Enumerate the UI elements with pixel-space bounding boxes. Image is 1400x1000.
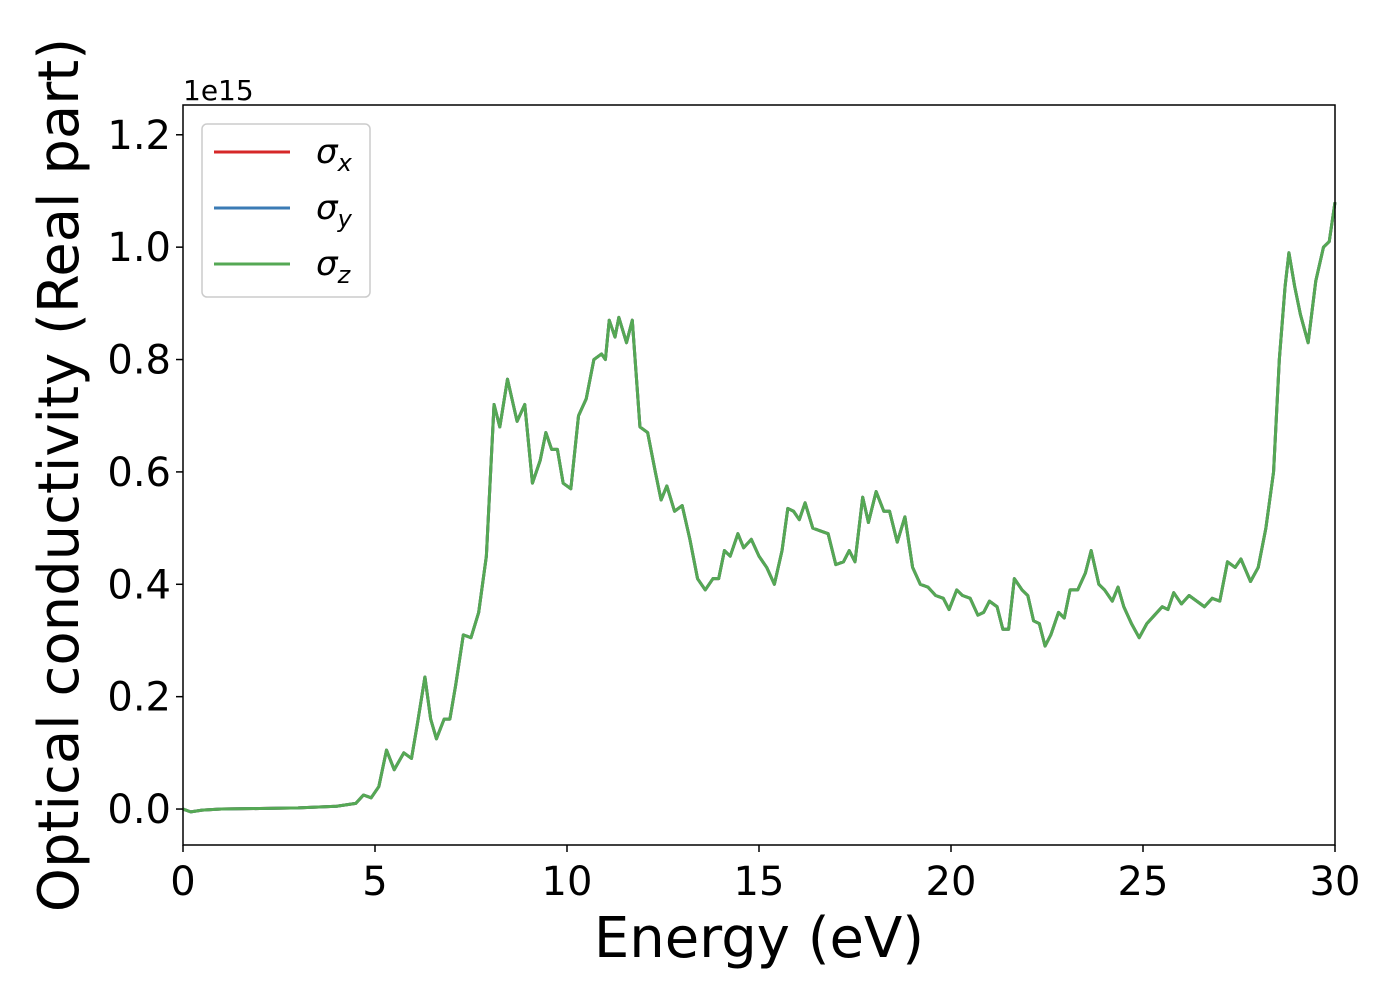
x-tick-label: 20 <box>926 859 977 905</box>
x-tick-label: 15 <box>734 859 785 905</box>
y-tick-label: 0.2 <box>107 675 171 721</box>
legend-label: σx <box>316 132 353 177</box>
x-axis-label: Energy (eV) <box>594 906 924 971</box>
plot-frame <box>182 104 1336 846</box>
y-tick-label: 0.6 <box>107 450 171 496</box>
legend-box <box>201 123 371 298</box>
x-tick-label: 30 <box>1310 859 1361 905</box>
x-tick-label: 5 <box>362 859 387 905</box>
legend-label: σy <box>316 188 353 233</box>
legend-label: σz <box>316 244 352 289</box>
x-tick-label: 10 <box>542 859 593 905</box>
x-tick-label: 0 <box>170 859 195 905</box>
line-series <box>182 201 1337 814</box>
x-tick-label: 25 <box>1118 859 1169 905</box>
y-tick-label: 1.2 <box>107 113 171 159</box>
y-tick-label: 0.8 <box>107 338 171 384</box>
y-tick-label: 0.4 <box>107 562 171 608</box>
y-tick-label: 0.0 <box>107 787 171 833</box>
y-axis-label: Optical conductivity (Real part) <box>27 38 92 912</box>
y-offset-label: 1e15 <box>183 74 254 107</box>
y-tick-label: 1.0 <box>107 225 171 271</box>
